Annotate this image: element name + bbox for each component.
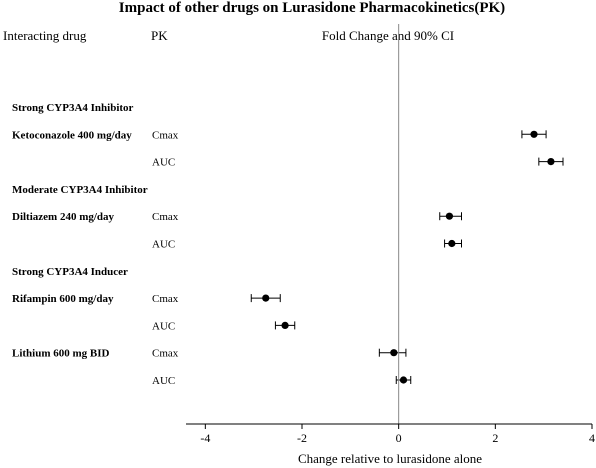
group-label-0: Strong CYP3A4 Inhibitor (12, 102, 134, 114)
group-label-6: Strong CYP3A4 Inducer (12, 266, 128, 278)
drug-label-1: Ketoconazole 400 mg/day (12, 129, 132, 141)
estimate-point-2 (547, 158, 555, 166)
x-tick-label-1: -2 (297, 431, 307, 445)
pk-label-4: Cmax (152, 211, 179, 223)
x-axis: -4 -2 0 2 4 (186, 24, 595, 445)
pk-label-8: AUC (152, 320, 175, 332)
x-tick-label-0: -4 (200, 431, 210, 445)
pk-label-7: Cmax (152, 293, 179, 305)
x-tick-label-2: 0 (396, 431, 402, 445)
chart-title: Impact of other drugs on Lurasidone Phar… (119, 0, 505, 16)
pk-label-2: AUC (152, 157, 175, 169)
estimate-point-7 (262, 294, 270, 302)
header-fold-change: Fold Change and 90% CI (322, 28, 454, 43)
estimate-point-5 (448, 239, 456, 248)
pk-label-10: AUC (152, 375, 175, 387)
header-interacting-drug: Interacting drug (3, 28, 87, 43)
rows-layer: Strong CYP3A4 Inhibitor Ketoconazole 400 … (12, 102, 564, 387)
pk-label-9: Cmax (152, 348, 179, 360)
estimate-point-8 (281, 321, 289, 329)
drug-label-4: Diltiazem 240 mg/day (12, 211, 115, 223)
estimate-point-4 (445, 212, 454, 220)
estimate-point-1 (530, 130, 538, 138)
drug-label-9: Lithium 600 mg BID (12, 348, 110, 360)
pk-label-5: AUC (152, 239, 175, 251)
x-tick-label-4: 4 (589, 431, 595, 445)
x-axis-label: Change relative to lurasidone alone (298, 451, 482, 466)
estimate-point-10 (399, 376, 408, 384)
group-label-3: Moderate CYP3A4 Inhibitor (12, 184, 148, 196)
pk-label-1: Cmax (152, 129, 179, 141)
x-tick-label-3: 2 (492, 431, 498, 445)
drug-label-7: Rifampin 600 mg/day (12, 293, 114, 305)
header-pk: PK (151, 28, 168, 43)
estimate-point-9 (390, 349, 398, 357)
